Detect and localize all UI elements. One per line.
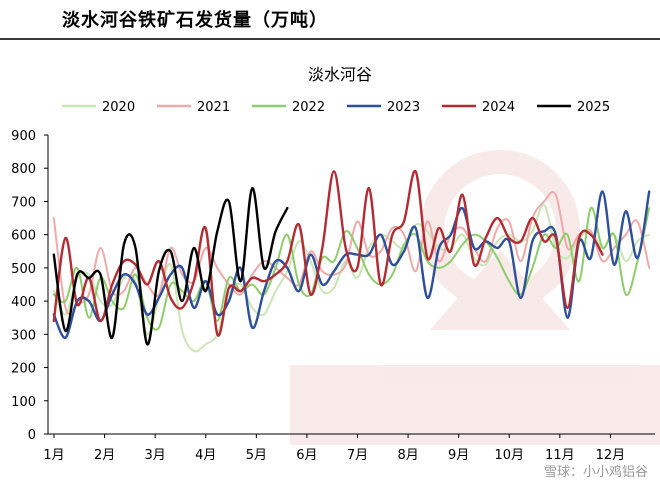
legend-label-2022: 2022: [292, 100, 325, 115]
series-lines: [52, 170, 651, 353]
series-line-2021: [52, 191, 651, 315]
chart-title: 淡水河谷: [308, 65, 372, 84]
y-tick-label: 100: [11, 395, 36, 410]
y-tick-label: 700: [11, 195, 36, 210]
legend-label-2025: 2025: [577, 100, 610, 115]
y-tick-label: 800: [11, 162, 36, 177]
y-tick-label: 200: [11, 362, 36, 377]
title-divider: [0, 38, 660, 40]
y-tick-label: 900: [11, 129, 36, 144]
x-tick-label: 8月: [397, 448, 418, 463]
y-tick-label: 300: [11, 328, 36, 343]
x-tick-label: 2月: [94, 448, 115, 463]
y-tick-label: 400: [11, 295, 36, 310]
x-tick-label: 7月: [347, 448, 368, 463]
legend: 2020 2021 2022 2023 2024 2025: [62, 100, 610, 115]
page-title: 淡水河谷铁矿石发货量（万吨）: [62, 10, 328, 31]
legend-label-2021: 2021: [197, 100, 230, 115]
x-tick-label: 6月: [296, 448, 317, 463]
x-axis: 1月 2月 3月 4月 5月 6月 7月 8月 9月 10月 11月 12月: [43, 433, 655, 463]
x-tick-label: 10月: [494, 448, 524, 463]
x-tick-label: 4月: [195, 448, 216, 463]
x-tick-label: 12月: [596, 448, 626, 463]
x-tick-label: 3月: [145, 448, 166, 463]
series-line-2022: [52, 207, 651, 331]
series-line-2025: [52, 186, 289, 346]
y-tick-label: 600: [11, 229, 36, 244]
legend-label-2024: 2024: [482, 100, 515, 115]
y-tick-label: 500: [11, 262, 36, 277]
legend-label-2020: 2020: [102, 100, 135, 115]
y-tick-label: 0: [28, 428, 36, 443]
x-tick-label: 11月: [545, 448, 575, 463]
legend-label-2023: 2023: [387, 100, 420, 115]
x-tick-label: 1月: [43, 448, 64, 463]
x-tick-label: 5月: [246, 448, 267, 463]
series-line-2024: [52, 170, 604, 337]
watermark-text: 雪球：小小鸡铝谷: [543, 465, 648, 480]
y-axis: 0 100 200 300 400 500 600 700 800 900: [11, 129, 49, 443]
x-tick-label: 9月: [448, 448, 469, 463]
